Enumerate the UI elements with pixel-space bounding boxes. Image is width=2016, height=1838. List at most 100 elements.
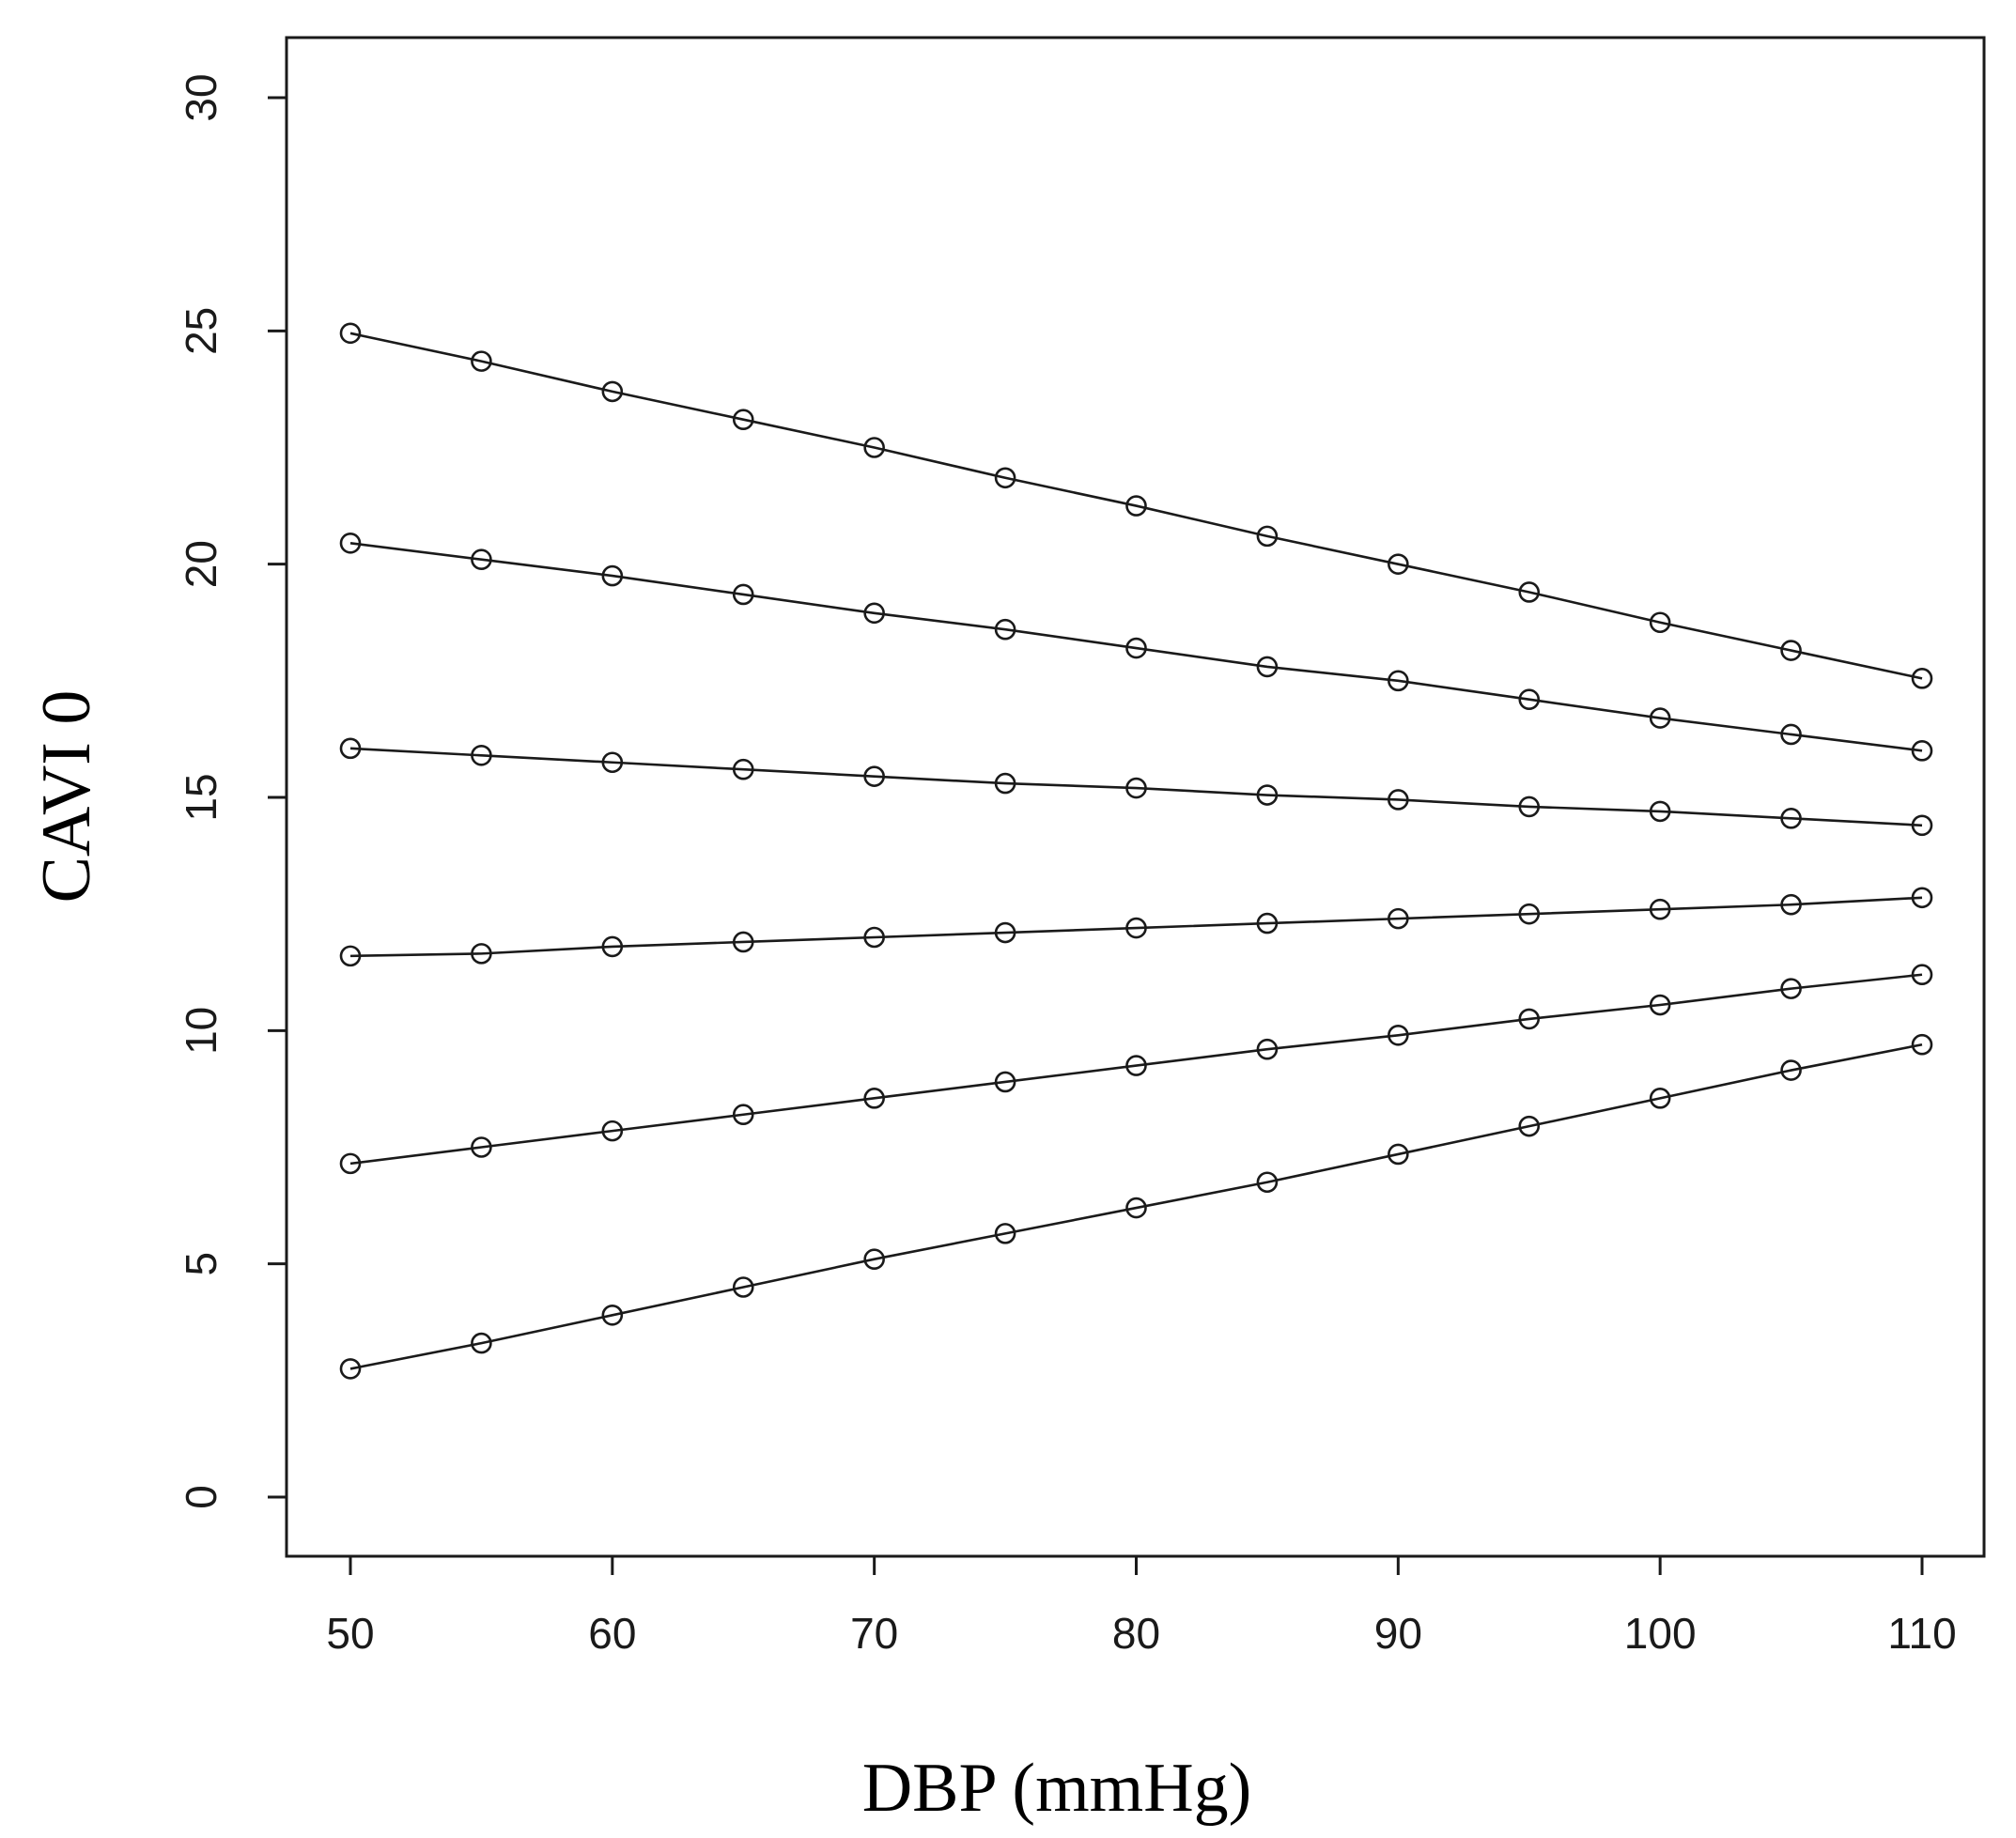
data-point [601,1120,624,1142]
data-point [601,380,624,403]
data-point [1649,611,1671,634]
data-point [471,744,492,766]
data-point [471,1136,492,1158]
data-point [1780,723,1802,746]
data-point [1780,893,1802,916]
data-point [732,409,754,431]
data-point [732,758,754,780]
x-tick-label: 50 [326,1609,374,1658]
data-point [1256,784,1279,806]
data-point [732,583,754,606]
data-point [732,1276,754,1298]
series-3 [339,737,1933,837]
y-tick-label: 15 [177,773,225,821]
data-point [994,1223,1016,1244]
series-line [349,332,1923,680]
y-tick-label: 25 [177,307,225,355]
data-point [1649,1088,1671,1109]
series-6 [339,1033,1933,1380]
data-point [863,926,885,949]
y-axis: 0 5 10 15 20 25 30 [177,73,288,1509]
data-point [1256,912,1279,934]
data-point [863,1248,885,1270]
data-point [601,751,624,774]
series-5 [339,964,1933,1175]
data-point [471,943,492,965]
y-axis-title: CAVI 0 [28,690,105,904]
data-point [1388,907,1409,930]
data-point [1125,917,1147,939]
data-point [1911,1033,1933,1056]
data-point [1388,1143,1409,1166]
series-line [349,747,1923,827]
data-point [1256,1171,1279,1194]
y-tick-label: 30 [177,73,225,121]
x-tick-label: 100 [1624,1609,1697,1658]
series-line [349,973,1923,1166]
data-point [1911,887,1933,909]
data-point [1911,668,1933,689]
data-point [1388,553,1409,575]
data-point [1649,994,1671,1016]
data-point [1256,1038,1279,1060]
series-2 [339,533,1933,762]
data-point [339,1358,362,1380]
data-point [1125,1055,1147,1076]
x-axis-title: DBP (mmHg) [862,1750,1252,1827]
data-point [863,437,885,458]
data-point [1649,898,1671,920]
data-point [994,1071,1016,1093]
data-point [863,1088,885,1109]
data-point [1911,964,1933,986]
data-point [601,1305,624,1326]
data-point [1649,707,1671,729]
x-tick-label: 90 [1374,1609,1422,1658]
data-point [1518,903,1541,925]
data-point [1780,640,1802,661]
x-tick-label: 110 [1887,1609,1956,1658]
data-point [1518,795,1541,818]
data-point [1518,688,1541,711]
data-point [1125,1197,1147,1219]
series-layer [339,322,1933,1380]
data-point [1388,789,1409,811]
data-point [1256,656,1279,678]
data-point [1649,800,1671,823]
data-point [1125,637,1147,659]
data-point [601,935,624,958]
data-point [601,564,624,587]
series-line [349,542,1923,752]
data-point [1388,670,1409,692]
data-point [1125,777,1147,799]
data-point [994,467,1016,489]
y-tick-label: 0 [177,1485,225,1509]
series-line [349,1043,1923,1370]
x-axis: 50 60 70 80 90 100 110 [326,1554,1957,1658]
data-point [1780,1059,1802,1081]
y-tick-label: 20 [177,540,225,588]
series-4 [339,887,1933,967]
data-point [1518,1008,1541,1030]
x-tick-label: 60 [588,1609,636,1658]
data-point [471,350,492,372]
data-point [863,602,885,625]
data-point [1125,495,1147,517]
data-point [471,548,492,571]
y-tick-label: 5 [177,1252,225,1276]
series-1 [339,322,1933,689]
data-point [339,945,362,967]
x-tick-label: 80 [1112,1609,1160,1658]
series-line [349,896,1923,958]
data-point [1780,978,1802,999]
data-point [994,772,1016,795]
data-point [1911,814,1933,837]
data-point [339,322,362,345]
data-point [1518,581,1541,603]
data-point [994,921,1016,944]
data-point [1911,740,1933,762]
data-point [339,533,362,554]
data-point [1518,1115,1541,1137]
data-point [732,1104,754,1126]
data-point [863,765,885,787]
data-point [1256,525,1279,548]
